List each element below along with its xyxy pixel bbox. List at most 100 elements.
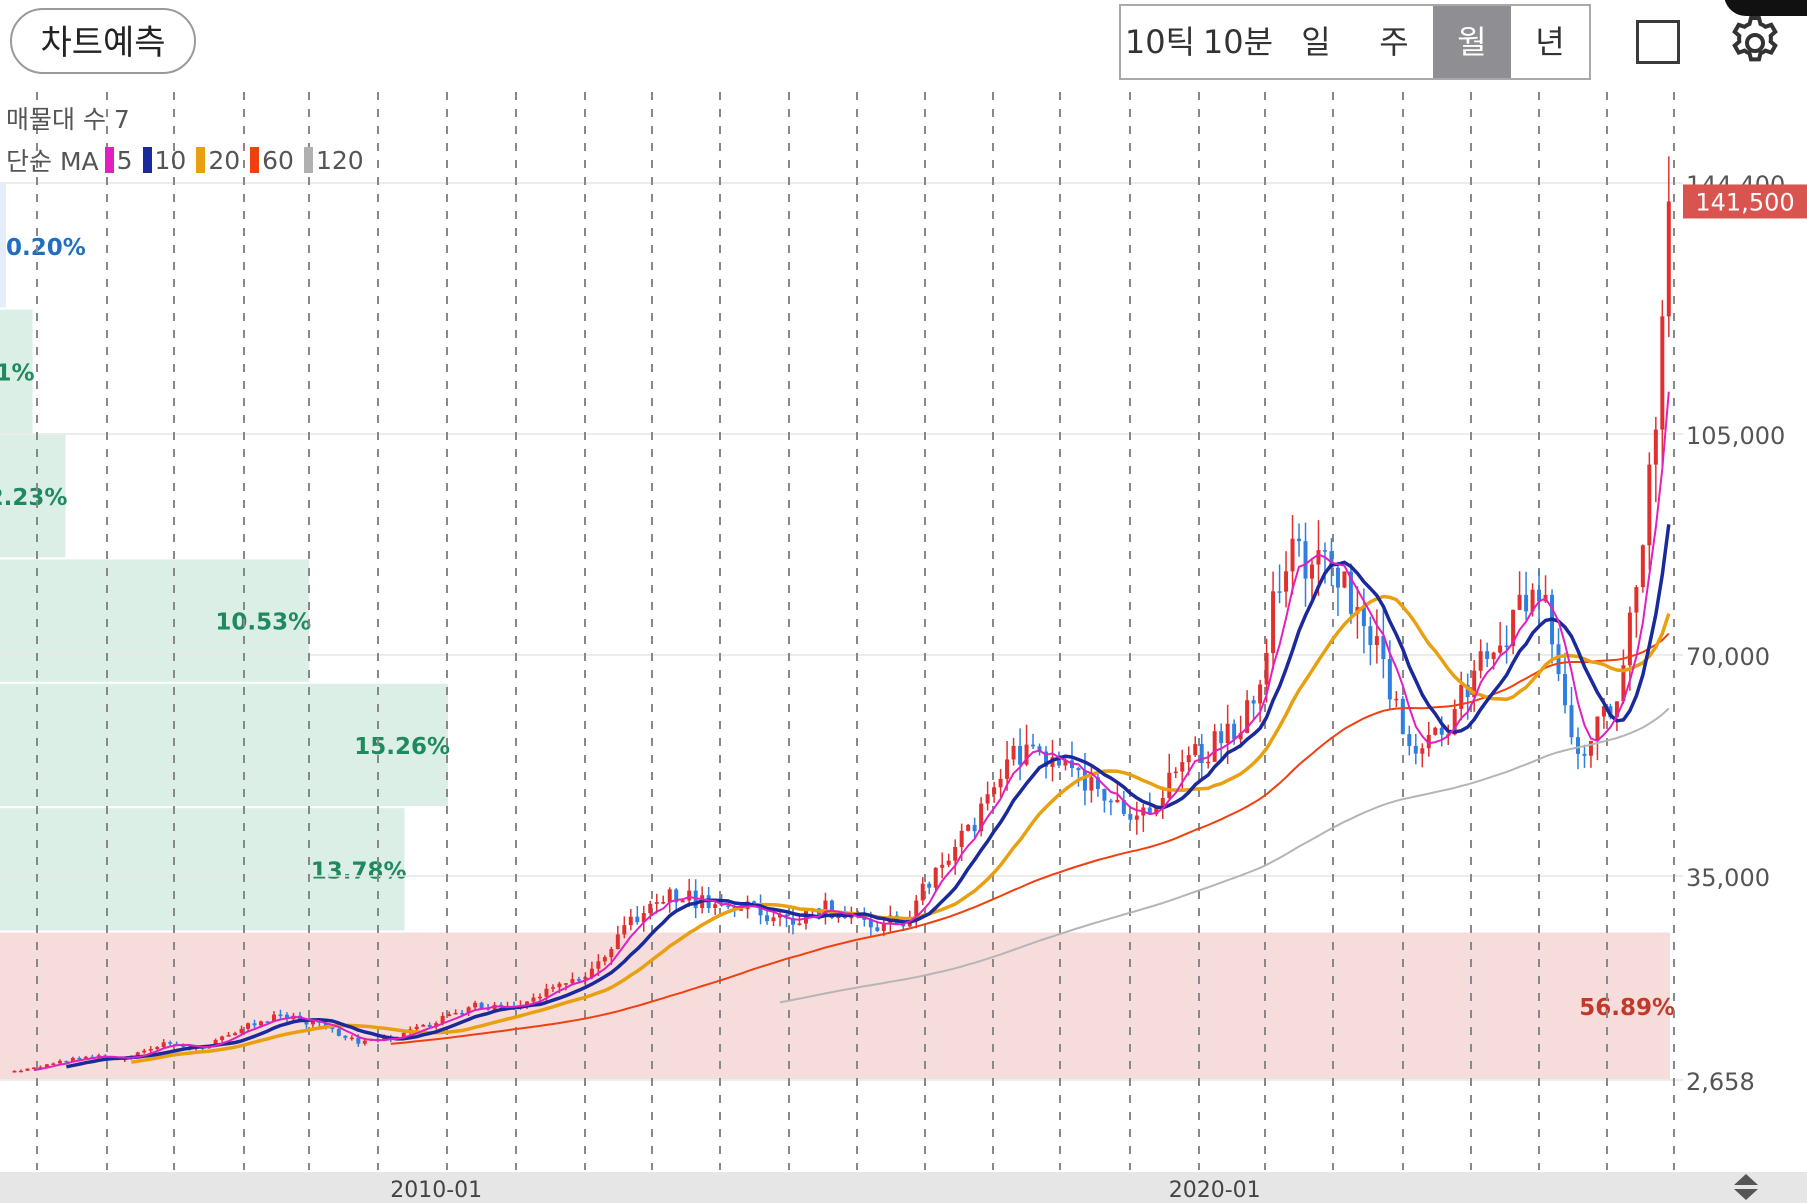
candle-body: [992, 787, 997, 795]
candle-body: [836, 915, 841, 919]
candle-body: [998, 778, 1003, 788]
candle-body: [1128, 813, 1133, 820]
period-year-button[interactable]: 년: [1535, 23, 1565, 61]
ma-legend-title: 단순 MA: [6, 147, 99, 176]
candle-body: [1348, 571, 1353, 614]
candle-body: [713, 904, 718, 908]
candle-body: [427, 1024, 432, 1027]
period-month-button[interactable]: 월: [1433, 6, 1511, 78]
candle-body: [83, 1056, 88, 1059]
candle-body: [1031, 744, 1036, 747]
candle-body: [44, 1064, 49, 1068]
candle-body: [168, 1042, 173, 1044]
scroll-updown-icon[interactable]: [1732, 1172, 1760, 1202]
candle-body: [466, 1007, 471, 1014]
candle-body: [1491, 652, 1496, 659]
candle-body: [1524, 594, 1529, 612]
candle-body: [1368, 626, 1373, 646]
candle-body: [1322, 550, 1327, 552]
period-10tick-button[interactable]: 10틱: [1124, 23, 1196, 61]
candle-body: [304, 1021, 309, 1025]
ma10-swatch: [142, 147, 152, 173]
candle-body: [583, 977, 588, 980]
volume-profile-label: 15.26%: [354, 734, 450, 760]
candle-body: [803, 911, 808, 924]
candle-body: [1199, 744, 1204, 763]
candle-body: [1407, 734, 1412, 746]
candle-body: [1056, 757, 1061, 766]
candle-body: [1115, 799, 1120, 803]
candle-body: [628, 916, 633, 926]
candle-body: [284, 1014, 289, 1020]
candle-body: [421, 1024, 426, 1027]
candle-body: [1245, 700, 1250, 733]
period-day-button[interactable]: 일: [1301, 23, 1331, 61]
candle-body: [823, 900, 828, 916]
period-selector: 10틱 10분 일 주 월 년: [1119, 4, 1591, 80]
volume-profile-label: 13.78%: [311, 858, 407, 884]
candle-body: [1582, 753, 1587, 756]
candle-body: [531, 997, 536, 1002]
candle-body: [1193, 744, 1198, 756]
y-tick-label: 2,658: [1686, 1068, 1755, 1096]
candle-body: [1102, 789, 1107, 801]
candle-body: [1426, 734, 1431, 749]
candle-body: [401, 1032, 406, 1039]
candle-body: [479, 1002, 484, 1009]
candle-body: [622, 925, 627, 935]
candle-body: [1024, 744, 1029, 765]
moving-average-legend: 단순 MA 5 10 20 60 120: [6, 142, 368, 178]
candle-body: [297, 1015, 302, 1022]
y-tick-label: 105,000: [1686, 422, 1785, 450]
candle-body: [453, 1012, 458, 1015]
candle-body: [1251, 700, 1256, 704]
y-tick-label: 35,000: [1686, 864, 1770, 892]
candle-body: [1588, 740, 1593, 756]
gear-icon[interactable]: [1726, 14, 1784, 72]
candle-body: [1413, 745, 1418, 754]
candle-body: [460, 1012, 465, 1015]
candle-body: [959, 830, 964, 847]
candle-body: [336, 1028, 341, 1036]
candle-body: [135, 1052, 140, 1058]
x-tick-label: 2010-01: [390, 1178, 482, 1203]
candle-body: [259, 1021, 264, 1026]
candle-body: [1660, 316, 1665, 430]
chart-predict-button[interactable]: 차트예측: [10, 8, 196, 74]
x-tick-label: 2020-01: [1169, 1178, 1261, 1203]
candle-body: [440, 1015, 445, 1024]
candle-body: [343, 1035, 348, 1038]
candle-body: [940, 864, 945, 868]
volume-profile-bar: [0, 683, 448, 807]
candle-body: [1342, 571, 1347, 588]
candle-body: [239, 1028, 244, 1034]
candle-body: [265, 1021, 270, 1023]
candle-body: [246, 1023, 251, 1029]
candle-body: [972, 824, 977, 832]
candle-body: [1264, 653, 1269, 685]
candle-body: [1089, 777, 1094, 791]
candle-body: [739, 909, 744, 911]
candle-body: [881, 924, 886, 931]
candle-body: [1361, 607, 1366, 627]
fullscreen-square-icon[interactable]: [1636, 20, 1680, 64]
candle-body: [602, 957, 607, 962]
candle-body: [362, 1040, 367, 1044]
candle-body: [142, 1050, 147, 1053]
candle-body: [25, 1068, 30, 1071]
candle-body: [330, 1027, 335, 1029]
ma5-swatch: [104, 147, 114, 173]
candle-body: [596, 961, 601, 969]
candle-body: [1387, 659, 1392, 700]
period-week-button[interactable]: 주: [1379, 23, 1409, 61]
candle-body: [1108, 800, 1113, 803]
candle-body: [1621, 665, 1626, 702]
candle-body: [1452, 708, 1457, 735]
candle-body: [1400, 698, 1405, 735]
period-10min-button[interactable]: 10분: [1202, 23, 1274, 61]
ma20-label: 20: [208, 145, 241, 175]
candle-body: [1044, 751, 1049, 767]
candle-body: [1575, 737, 1580, 754]
candle-body: [570, 979, 575, 984]
